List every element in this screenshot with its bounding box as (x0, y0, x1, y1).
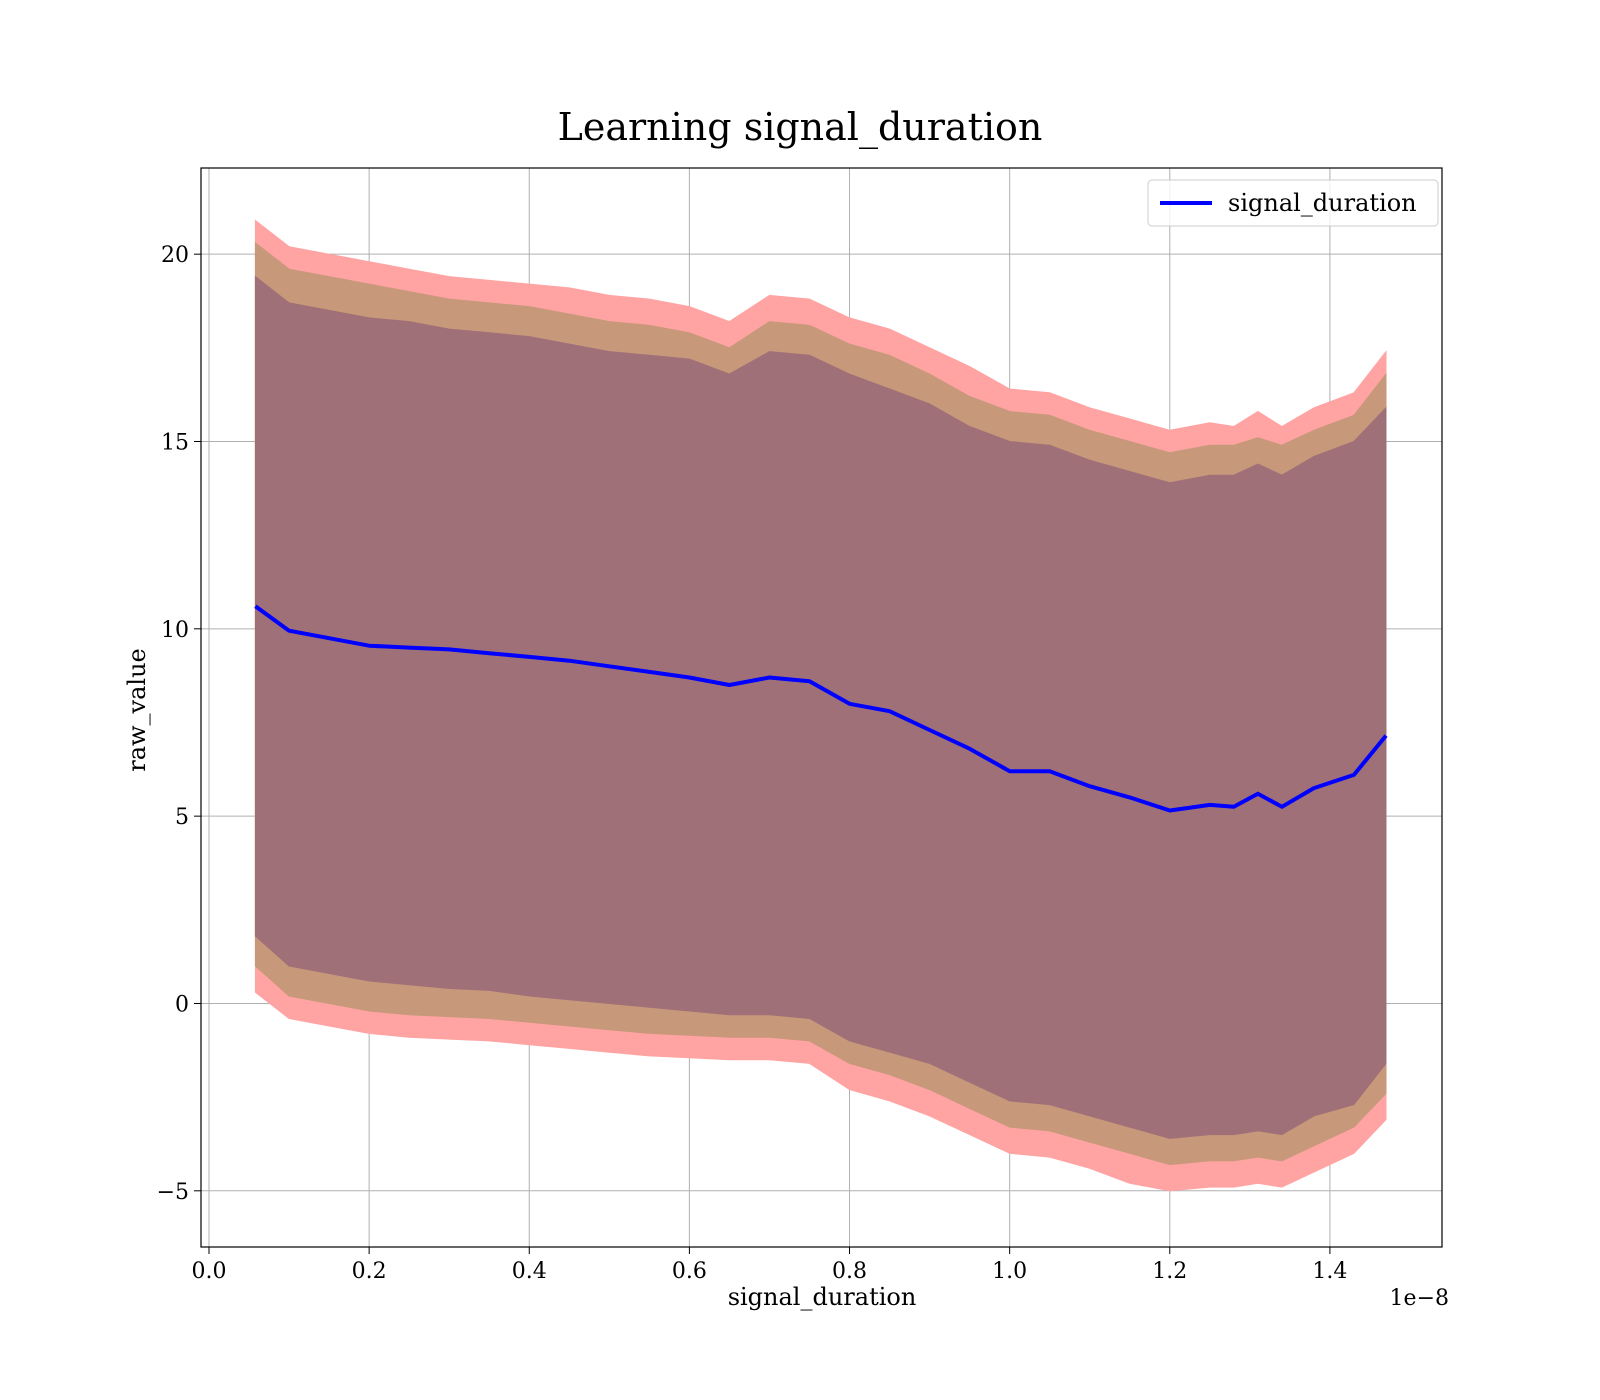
x-tick-label: 0.8 (832, 1259, 867, 1284)
x-axis-ticks: 0.0 0.2 0.4 0.6 0.8 1.0 1.2 1.4 (192, 1247, 1347, 1284)
series-lines (254, 604, 1388, 813)
y-tick-label: 5 (175, 805, 189, 830)
y-tick-label: 10 (161, 618, 189, 643)
x-tick-label: 1.4 (1312, 1259, 1347, 1284)
series-line-signal-duration (254, 604, 1388, 813)
confidence-bands (254, 219, 1387, 1192)
x-axis-offset-label: 1e−8 (1390, 1286, 1449, 1311)
legend-box (1147, 179, 1439, 227)
legend: signal_duration (1147, 179, 1439, 227)
plot-frame (200, 167, 1443, 1248)
x-tick-label: 0.4 (512, 1259, 547, 1284)
y-axis-ticks: −5 0 5 10 15 20 (157, 243, 201, 1205)
y-tick-label: 20 (161, 243, 189, 268)
legend-entry-signal-duration: signal_duration (1228, 189, 1417, 217)
x-tick-label: 0.0 (192, 1259, 227, 1284)
x-axis-label: signal_duration (728, 1283, 917, 1311)
x-tick-label: 1.2 (1152, 1259, 1187, 1284)
x-tick-label: 0.6 (672, 1259, 707, 1284)
chart-title: Learning signal_duration (558, 105, 1043, 150)
band-inner (254, 275, 1387, 1139)
x-tick-label: 0.2 (352, 1259, 387, 1284)
y-tick-label: 15 (161, 430, 189, 455)
x-tick-label: 1.0 (992, 1259, 1027, 1284)
y-tick-label: −5 (157, 1180, 189, 1205)
y-tick-label: 0 (175, 992, 189, 1017)
y-axis-label: raw_value (123, 648, 151, 772)
